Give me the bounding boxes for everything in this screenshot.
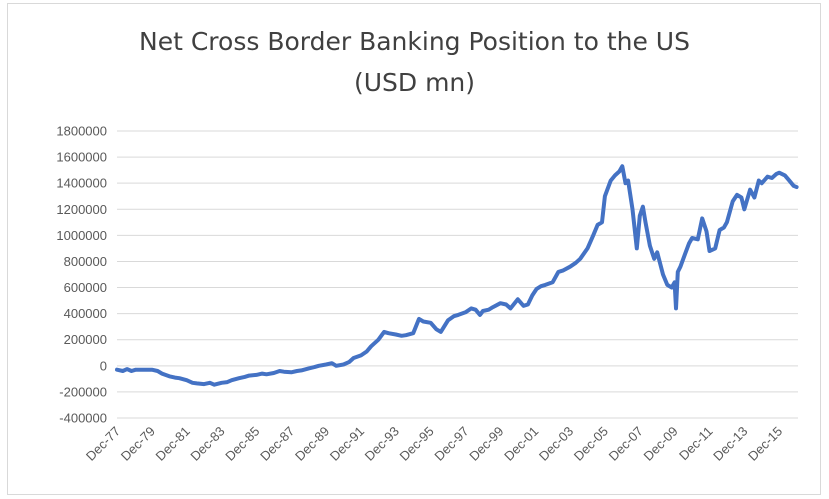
y-tick-label: -400000 — [59, 411, 107, 426]
chart-title: Net Cross Border Banking Position to the… — [139, 27, 690, 56]
x-tick-label: Dec-93 — [362, 424, 402, 464]
chart-subtitle: (USD mn) — [353, 68, 476, 97]
x-tick-label: Dec-77 — [83, 424, 123, 464]
x-tick-label: Dec-81 — [153, 424, 193, 464]
x-tick-label: Dec-95 — [397, 424, 437, 464]
series-lines — [115, 164, 799, 387]
y-tick-label: 1800000 — [56, 124, 107, 139]
y-tick-label: 200000 — [64, 332, 107, 347]
gridlines — [117, 130, 798, 419]
x-tick-label: Dec-03 — [536, 424, 576, 464]
y-tick-label: 800000 — [64, 254, 107, 269]
x-tick-label: Dec-85 — [222, 424, 262, 464]
x-tick-label: Dec-09 — [640, 424, 680, 464]
x-tick-label: Dec-79 — [118, 424, 158, 464]
y-tick-label: 1000000 — [56, 228, 107, 243]
x-tick-label: Dec-91 — [327, 424, 367, 464]
y-tick-label: 1200000 — [56, 202, 107, 217]
x-tick-label: Dec-07 — [606, 424, 646, 464]
x-tick-label: Dec-01 — [501, 424, 541, 464]
y-tick-label: -200000 — [59, 384, 107, 399]
x-tick-label: Dec-87 — [257, 424, 297, 464]
series-line — [115, 164, 799, 387]
y-tick-label: 0 — [100, 358, 107, 373]
x-tick-label: Dec-13 — [710, 424, 750, 464]
y-tick-label: 1600000 — [56, 150, 107, 165]
y-tick-label: 600000 — [64, 280, 107, 295]
x-tick-label: Dec-05 — [571, 424, 611, 464]
y-tick-label: 400000 — [64, 306, 107, 321]
x-axis-tick-labels: Dec-77Dec-79Dec-81Dec-83Dec-85Dec-87Dec-… — [83, 424, 785, 464]
y-axis-tick-labels: -400000 -200000 0 200000 400000 600000 800000 1… — [56, 124, 107, 426]
x-tick-label: Dec-83 — [187, 424, 227, 464]
y-tick-label: 1400000 — [56, 176, 107, 191]
x-tick-label: Dec-97 — [431, 424, 471, 464]
x-tick-label: Dec-89 — [292, 424, 332, 464]
x-tick-label: Dec-15 — [745, 424, 785, 464]
x-tick-label: Dec-11 — [676, 424, 716, 464]
x-tick-label: Dec-99 — [466, 424, 506, 464]
